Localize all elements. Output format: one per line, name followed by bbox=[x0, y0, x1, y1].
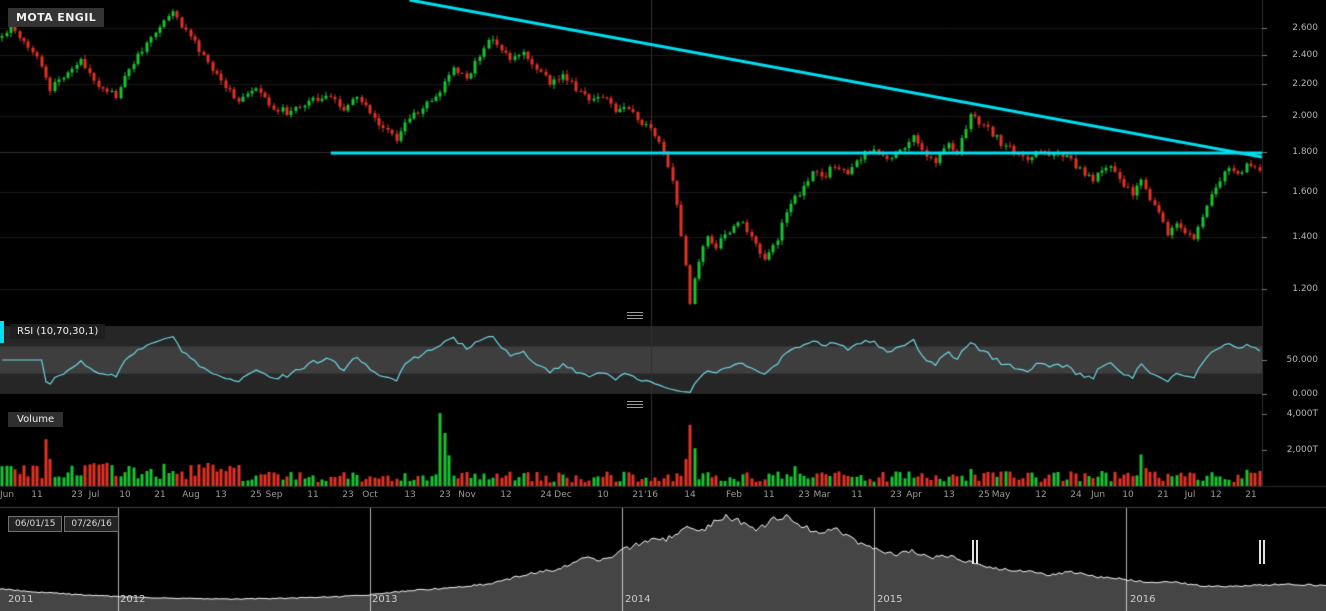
date-axis-label: 25 bbox=[250, 490, 262, 500]
date-axis-label: Jul bbox=[1184, 490, 1196, 500]
price-axis-label: 1.200 bbox=[1292, 284, 1318, 294]
panel-resize-grip-volume[interactable] bbox=[627, 401, 643, 410]
range-end-box[interactable]: 07/26/16 bbox=[64, 516, 119, 532]
date-axis-label: Aug bbox=[182, 490, 200, 500]
date-axis-label: 21 bbox=[1245, 490, 1257, 500]
range-start-box[interactable]: 06/01/15 bbox=[8, 516, 63, 532]
date-axis-label: '16 bbox=[644, 490, 658, 500]
date-axis-label: Dec bbox=[554, 490, 572, 500]
date-axis-label: 23 bbox=[71, 490, 83, 500]
year-label: 2016 bbox=[1130, 594, 1156, 605]
date-axis-label: Nov bbox=[458, 490, 476, 500]
date-axis-label: May bbox=[991, 490, 1011, 500]
navigator-date-range: 06/01/15 07/26/16 bbox=[8, 516, 119, 532]
date-axis-label: Jul bbox=[88, 490, 100, 500]
date-axis-label: Oct bbox=[362, 490, 378, 500]
rsi-axis-label: 50.000 bbox=[1286, 355, 1319, 365]
volume-indicator-label[interactable]: Volume bbox=[8, 412, 64, 427]
date-axis-label: 12 bbox=[1035, 490, 1047, 500]
date-axis-label: 11 bbox=[307, 490, 319, 500]
date-axis-label: Feb bbox=[726, 490, 742, 500]
date-axis-label: 13 bbox=[943, 490, 955, 500]
year-label: 2013 bbox=[372, 594, 398, 605]
date-axis-label: 13 bbox=[215, 490, 227, 500]
date-axis-label: 12 bbox=[1210, 490, 1222, 500]
price-axis-label: 2.400 bbox=[1292, 50, 1318, 60]
navigator-handle-left[interactable] bbox=[972, 540, 978, 564]
price-axis-label: 1.800 bbox=[1292, 147, 1318, 157]
price-axis-label: 2.200 bbox=[1292, 79, 1318, 89]
date-axis-label: 10 bbox=[1122, 490, 1134, 500]
date-axis-label: 10 bbox=[597, 490, 609, 500]
date-axis-label: Sep bbox=[265, 490, 283, 500]
price-axis-label: 2.000 bbox=[1292, 111, 1318, 121]
year-label: 2015 bbox=[877, 594, 903, 605]
price-axis-label: 1.600 bbox=[1292, 187, 1318, 197]
date-axis-label: 10 bbox=[119, 490, 131, 500]
navigator-handle-right[interactable] bbox=[1259, 540, 1265, 564]
date-axis-label: 23 bbox=[342, 490, 354, 500]
date-axis-label: 23 bbox=[798, 490, 810, 500]
date-axis-label: 13 bbox=[404, 490, 416, 500]
date-axis-label: 25 bbox=[978, 490, 990, 500]
date-axis-label: Jun bbox=[0, 490, 15, 500]
year-label: 2014 bbox=[625, 594, 651, 605]
date-axis-label: 24 bbox=[1070, 490, 1082, 500]
volume-axis-label: 2,000T bbox=[1286, 445, 1318, 455]
rsi-indicator-label[interactable]: RSI (10,70,30,1) bbox=[10, 324, 106, 339]
date-axis-label: 21 bbox=[154, 490, 166, 500]
panel-resize-grip-rsi[interactable] bbox=[627, 312, 643, 321]
date-axis-label: 12 bbox=[500, 490, 512, 500]
date-axis-label: 14 bbox=[684, 490, 696, 500]
year-label: 2011 bbox=[8, 594, 34, 605]
date-axis-label: 23 bbox=[439, 490, 451, 500]
date-axis-label: Jun bbox=[1090, 490, 1106, 500]
year-label: 2012 bbox=[120, 594, 146, 605]
date-axis-label: 11 bbox=[851, 490, 863, 500]
rsi-axis-label: 0.000 bbox=[1292, 389, 1318, 399]
rsi-accent-bar bbox=[0, 321, 4, 343]
volume-axis-label: 4,000T bbox=[1286, 409, 1318, 419]
date-axis-label: 23 bbox=[890, 490, 902, 500]
date-axis-label: 11 bbox=[763, 490, 775, 500]
date-axis-label: 24 bbox=[540, 490, 552, 500]
date-axis-label: 21 bbox=[1157, 490, 1169, 500]
date-axis-label: Apr bbox=[906, 490, 922, 500]
symbol-label[interactable]: MOTA ENGIL bbox=[8, 8, 105, 27]
date-axis-label: 11 bbox=[31, 490, 43, 500]
price-axis-label: 2.600 bbox=[1292, 23, 1318, 33]
date-axis-label: Mar bbox=[813, 490, 831, 500]
price-axis-label: 1.400 bbox=[1292, 232, 1318, 242]
date-axis-label: 21 bbox=[632, 490, 644, 500]
